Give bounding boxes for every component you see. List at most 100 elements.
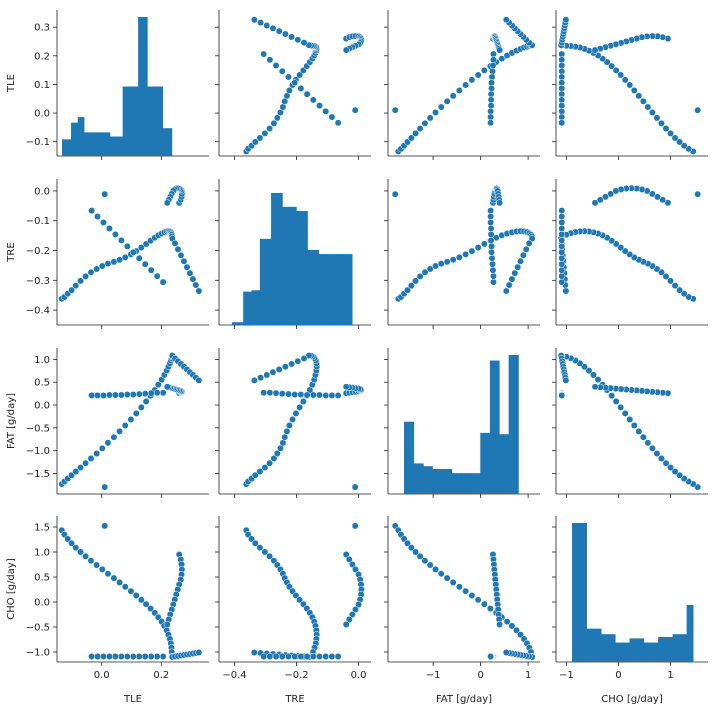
scatter-point	[154, 381, 162, 389]
scatter-point	[256, 468, 264, 476]
scatter-point	[437, 570, 445, 578]
scatter-point	[558, 392, 566, 399]
y-tick-label: 1.5	[34, 523, 50, 534]
scatter-point	[608, 392, 616, 400]
scatter-point	[101, 522, 109, 530]
scatter-point	[159, 653, 167, 660]
y-tick-label: −0.1	[26, 216, 50, 227]
scatter-point	[558, 219, 566, 226]
scatter-point	[106, 653, 113, 660]
scatter-point	[667, 277, 674, 285]
scatter-point	[87, 455, 95, 462]
scatter-point	[468, 76, 476, 84]
scatter-point	[653, 114, 661, 122]
y-tick-label: −1.0	[26, 446, 50, 457]
scatter-point	[639, 97, 647, 105]
scatter-point	[630, 422, 638, 429]
y-tick-label: 0.5	[34, 378, 50, 389]
x-tick-label: −1	[559, 670, 574, 681]
scatter-point	[294, 357, 302, 365]
scatter-point	[163, 621, 171, 628]
scatter-point	[658, 119, 665, 127]
scatter-point	[462, 81, 470, 89]
y-tick-label: −0.1	[26, 137, 50, 148]
scatter-point	[490, 56, 497, 64]
scatter-point	[189, 275, 197, 283]
scatter-point	[505, 281, 513, 289]
scatter-point	[558, 119, 566, 127]
scatter-point	[462, 587, 470, 595]
scatter-point	[488, 254, 496, 262]
scatter-point	[261, 548, 269, 556]
scatter-point	[291, 391, 299, 398]
scatter-point	[342, 551, 350, 558]
histogram-bar	[296, 211, 308, 325]
scatter-point	[94, 213, 101, 220]
histogram-bar	[147, 86, 164, 156]
scatter-point	[591, 383, 599, 391]
scatter-point	[480, 600, 488, 608]
scatter-point	[300, 39, 308, 47]
scatter-point	[558, 225, 566, 232]
scatter-point	[183, 263, 191, 271]
scatter-point	[137, 244, 145, 251]
scatter-point	[266, 552, 274, 560]
scatter-point	[676, 286, 684, 294]
y-tick-label: 0.0	[34, 109, 50, 120]
y-axis-title: CHO [g/day]	[6, 558, 17, 620]
scatter-point	[443, 97, 451, 105]
scatter-point	[303, 653, 311, 660]
scatter-point	[662, 272, 670, 280]
scatter-point	[680, 290, 688, 298]
scatter-point	[294, 36, 302, 44]
scatter-point	[142, 398, 150, 405]
scatter-point	[153, 653, 161, 660]
x-axis-title: TRE	[284, 694, 304, 705]
histogram-bar	[413, 463, 424, 494]
scatter-point	[195, 287, 203, 295]
histogram-bar	[480, 432, 491, 494]
scatter-point	[426, 114, 434, 122]
scatter-point	[106, 391, 113, 399]
scatter-point	[421, 557, 429, 565]
scatter-point	[303, 391, 311, 399]
scatter-point	[432, 109, 439, 116]
scatter-point	[127, 415, 135, 423]
scatter-point	[462, 250, 470, 258]
x-axis-title: FAT [g/day]	[436, 694, 492, 705]
scatter-point	[266, 389, 274, 397]
scatter-point	[129, 653, 137, 660]
histogram-bar	[489, 360, 500, 494]
scatter-point	[355, 601, 363, 608]
scatter-point	[513, 626, 520, 634]
histogram-bar	[259, 238, 272, 325]
scatter-point	[177, 251, 185, 259]
scatter-point	[285, 390, 292, 398]
scatter-point	[117, 391, 125, 399]
x-tick-label: 0.2	[153, 670, 169, 681]
scatter-point	[98, 565, 106, 573]
scatter-point	[490, 278, 497, 286]
scatter-point	[283, 427, 291, 435]
scatter-point	[474, 71, 482, 79]
scatter-point	[591, 199, 599, 207]
histogram-bar	[138, 17, 148, 156]
scatter-point	[488, 248, 495, 256]
scatter-point	[117, 653, 125, 660]
scatter-point	[270, 455, 278, 462]
scatter-point	[468, 247, 476, 255]
scatter-point	[489, 260, 496, 268]
scatter-point	[558, 213, 566, 220]
scatter-point	[416, 552, 424, 560]
scatter-point	[585, 367, 593, 375]
scatter-point	[562, 376, 570, 384]
scatter-point	[621, 247, 629, 255]
x-tick-label: 0.0	[351, 670, 367, 681]
scatter-point	[480, 240, 488, 248]
scatter-point	[352, 606, 359, 613]
scatter-point	[116, 427, 124, 435]
scatter-point	[279, 103, 287, 111]
scatter-point	[93, 561, 101, 569]
scatter-point	[250, 16, 258, 24]
scatter-point	[348, 611, 356, 618]
